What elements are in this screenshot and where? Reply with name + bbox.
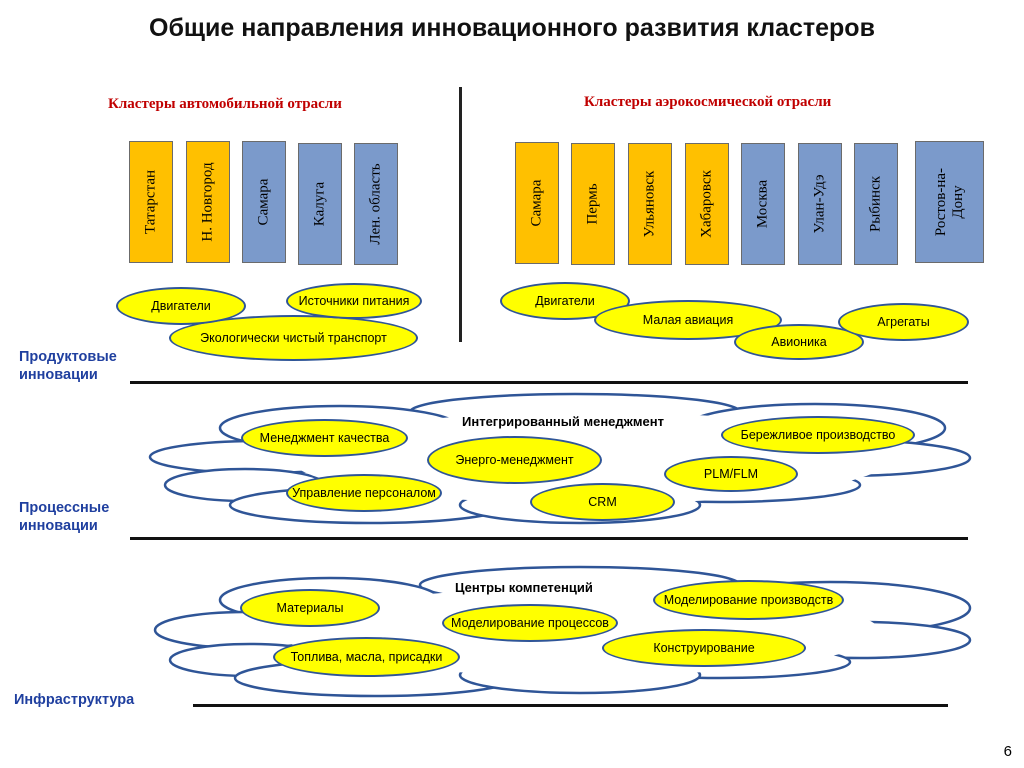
page-number: 6 [1003, 743, 1012, 760]
auto-cluster-bar: Татарстан [129, 141, 173, 263]
infra-ellipse: Моделирование процессов [442, 604, 618, 642]
process-ellipse: Управление персоналом [286, 474, 442, 512]
infra-ellipse: Топлива, масла, присадки [273, 637, 460, 677]
row-line-infra [193, 704, 948, 707]
row-label-infra: Инфраструктура [14, 692, 135, 708]
aero-cluster-bar: Ульяновск [628, 143, 672, 265]
row-label-product: Продуктовые инновации [19, 349, 117, 383]
page-title: Общие направления инновационного развити… [149, 14, 875, 42]
auto-cluster-bar: Самара [242, 141, 286, 263]
row-line-process [130, 537, 968, 540]
process-ellipse: CRM [530, 483, 675, 521]
row-line-product [130, 381, 968, 384]
innovation-ellipse: Авионика [734, 324, 864, 360]
infra-ellipse: Моделирование производств [653, 580, 844, 620]
auto-clusters-heading: Кластеры автомобильной отрасли [108, 96, 342, 112]
row-label-process: Процессные инновации [19, 500, 110, 534]
aero-clusters-heading: Кластеры аэрокосмической отрасли [584, 94, 832, 110]
section-divider [459, 87, 462, 342]
process-ellipse: Энерго-менеджмент [427, 436, 602, 484]
infra-ellipse: Конструирование [602, 629, 806, 667]
process-ellipse: PLM/FLM [664, 456, 798, 492]
aero-cluster-bar: Хабаровск [685, 143, 729, 265]
auto-cluster-bar: Калуга [298, 143, 342, 265]
aero-cluster-bar: Москва [741, 143, 785, 265]
innovation-ellipse: Двигатели [116, 287, 246, 325]
process-cloud-title: Интегрированный менеджмент [462, 414, 664, 429]
aero-cluster-bar: Ростов-на-Дону [915, 141, 984, 263]
auto-cluster-bar: Н. Новгород [186, 141, 230, 263]
process-ellipse: Бережливое производство [721, 416, 915, 454]
innovation-ellipse: Агрегаты [838, 303, 969, 341]
aero-cluster-bar: Рыбинск [854, 143, 898, 265]
process-ellipse: Менеджмент качества [241, 419, 408, 457]
innovation-ellipse: Источники питания [286, 283, 422, 319]
aero-cluster-bar: Самара [515, 142, 559, 264]
infra-ellipse: Материалы [240, 589, 380, 627]
aero-cluster-bar: Пермь [571, 143, 615, 265]
aero-cluster-bar: Улан-Удэ [798, 143, 842, 265]
infra-cloud-title: Центры компетенций [455, 580, 593, 595]
auto-cluster-bar: Лен. область [354, 143, 398, 265]
